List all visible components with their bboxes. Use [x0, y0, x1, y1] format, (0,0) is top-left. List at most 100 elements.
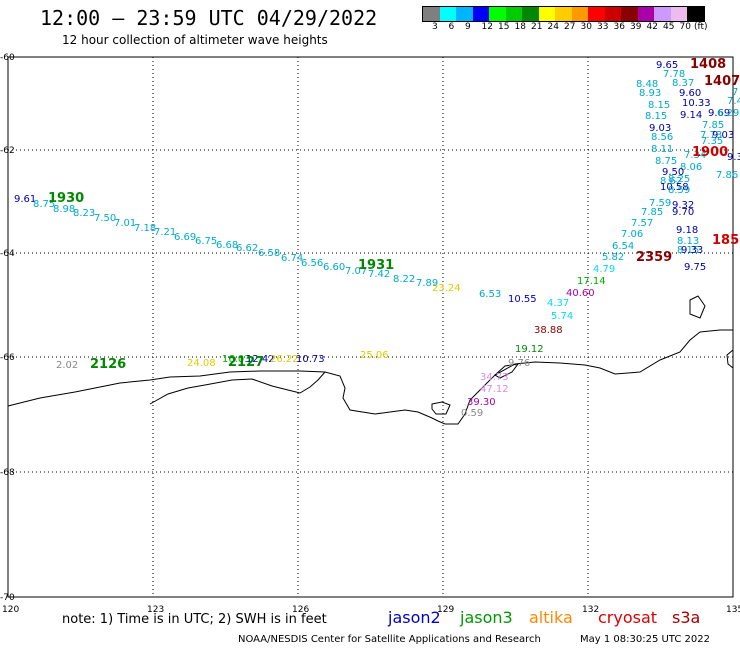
coastline-island	[494, 363, 520, 379]
wave-height-value: 7.59	[649, 198, 671, 209]
lon-tick-label: 120	[2, 605, 19, 615]
wave-height-value: 9.03	[649, 123, 671, 134]
wave-height-value: 7.18	[134, 223, 156, 234]
wave-height-value: 12.42	[246, 354, 275, 365]
pass-time-label: 2127	[228, 355, 264, 370]
wave-height-value: 8.93	[639, 88, 661, 99]
lon-tick-label: 135	[726, 605, 740, 615]
wave-height-value: 47.12	[480, 384, 509, 395]
footnote: note: 1) Time is in UTC; 2) SWH is in fe…	[62, 612, 327, 627]
page-subtitle: 12 hour collection of altimeter wave hei…	[62, 33, 328, 47]
wave-height-value: 9.61	[14, 194, 36, 205]
coastline-island	[431, 401, 451, 415]
color-scale-label: 27	[564, 22, 576, 32]
wave-height-value: 6.56	[301, 258, 323, 269]
wave-height-value: 25.06	[360, 350, 389, 361]
wave-height-value: 8.06	[680, 162, 702, 173]
wave-height-value: 8.13	[677, 236, 699, 247]
lat-tick-label: -66	[0, 353, 15, 363]
wave-height-value: 8.22	[393, 274, 415, 285]
color-scale-label: 6	[448, 22, 455, 32]
wave-height-value: 10.33	[682, 98, 711, 109]
wave-height-value: 4.79	[593, 264, 615, 275]
satellite-legend-item: jason2	[388, 608, 441, 627]
wave-height-value: 9.50	[662, 167, 684, 178]
color-swatch	[522, 7, 539, 21]
color-scale-label: (ft)	[694, 22, 708, 32]
lon-tick-label: 126	[292, 605, 309, 615]
wave-height-value: 7.4	[727, 96, 740, 107]
color-swatch	[604, 7, 621, 21]
color-scale-labels: 3 6 9 12 15 18 21 24 27 30 33 36 39 42 45 70 (ft)	[422, 22, 740, 34]
wave-height-value: 6.62	[236, 243, 258, 254]
wave-height-value: 7.57	[631, 218, 653, 229]
coastline-main	[7, 329, 733, 425]
wave-height-value: 26.22	[270, 354, 299, 365]
wave-height-value: 9.3	[727, 152, 740, 163]
color-scale-label: 15	[498, 22, 510, 32]
color-scale-label: 3	[432, 22, 438, 32]
pass-time-label: 185	[712, 233, 739, 248]
color-scale-label: 36	[613, 22, 625, 32]
wave-height-value: 10.55	[508, 294, 537, 305]
coastline-island	[689, 295, 706, 319]
color-scale-label: 39	[630, 22, 642, 32]
pass-time-label: 1900	[692, 145, 728, 160]
wave-height-value: 9.14	[680, 110, 702, 121]
color-swatch	[423, 7, 440, 21]
wave-height-value: 8.75	[33, 199, 55, 210]
wave-height-value: 7.85	[702, 120, 724, 131]
wave-height-value: 8.56	[651, 132, 673, 143]
color-swatch	[555, 7, 572, 21]
pass-time-label: 1407	[704, 74, 740, 89]
wave-height-value: 7.21	[154, 227, 176, 238]
wave-height-value: 7.34	[684, 150, 706, 161]
satellite-legend-item: s3a	[672, 608, 701, 627]
wave-height-value: 39.30	[467, 397, 496, 408]
wave-height-value: 23.24	[432, 283, 461, 294]
lat-lon-grid	[7, 56, 734, 598]
color-scale-label: 42	[646, 22, 658, 32]
coastline-inner	[149, 371, 326, 405]
color-swatch	[538, 7, 555, 21]
wave-height-value: 9.76	[508, 358, 530, 369]
color-swatch	[588, 7, 605, 21]
wave-height-value: 8.75	[655, 156, 677, 167]
color-swatch	[472, 7, 489, 21]
lon-tick-label: 132	[582, 605, 599, 615]
wave-height-value: 7.01	[114, 218, 136, 229]
color-scale-label: 70	[679, 22, 691, 32]
pass-time-label: 1408	[690, 57, 726, 72]
color-scale-label: 45	[663, 22, 675, 32]
wave-height-value: 6.54	[612, 241, 634, 252]
wave-height-value: 8.15	[677, 245, 699, 256]
wave-height-value: 8.37	[672, 78, 694, 89]
color-swatch	[489, 7, 506, 21]
wave-height-value: 38.88	[534, 325, 563, 336]
wave-height-value: 7.35	[701, 136, 723, 147]
wave-height-value: 7.06	[621, 229, 643, 240]
coastline-island	[726, 348, 734, 370]
wave-height-value: 9.69	[708, 108, 730, 119]
wave-height-value: 9.03	[712, 130, 734, 141]
lat-tick-label: -70	[0, 593, 15, 603]
wave-height-values: 9.618.758.988.237.507.017.187.216.696.75…	[14, 57, 740, 419]
color-scale-label: 12	[481, 22, 493, 32]
color-swatch	[456, 7, 473, 21]
lat-tick-label: -68	[0, 468, 15, 478]
wave-height-value: 19.12	[515, 344, 544, 355]
wave-height-value: 40.60	[566, 288, 595, 299]
wave-height-value: 8.98	[53, 204, 75, 215]
credit-timestamp: May 1 08:30:25 UTC 2022	[580, 634, 710, 645]
color-swatch	[621, 7, 638, 21]
wave-height-value: 10.58	[660, 182, 689, 193]
lon-tick-label: 129	[437, 605, 454, 615]
lat-tick-label: -60	[0, 53, 15, 63]
credit-source: NOAA/NESDIS Center for Satellite Applica…	[238, 634, 541, 645]
wave-height-value: 7.42	[368, 269, 390, 280]
wave-height-value: 9.33	[681, 245, 703, 256]
wave-height-value: 10.73	[296, 354, 325, 365]
wave-height-value: 9.60	[679, 88, 701, 99]
color-swatch	[439, 7, 456, 21]
wave-height-value: 8.15	[648, 100, 670, 111]
